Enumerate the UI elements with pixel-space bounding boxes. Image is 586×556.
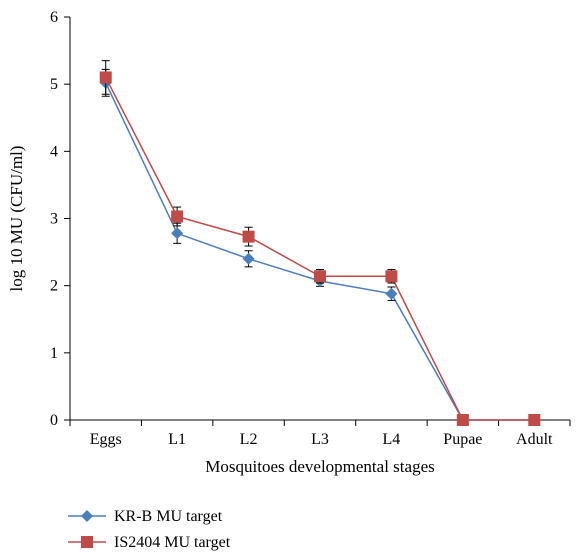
data-point [456, 414, 469, 426]
series-2 [99, 60, 541, 426]
data-point [171, 210, 184, 223]
x-tick-label: L4 [383, 431, 401, 448]
data-point [528, 414, 541, 426]
x-tick-label: Pupae [443, 431, 482, 448]
chart-series [99, 60, 541, 426]
y-tick-label: 0 [50, 412, 58, 429]
x-tick-label: Adult [516, 431, 553, 448]
y-tick-label: 4 [50, 143, 58, 160]
legend-item: IS2404 MU target [68, 534, 231, 551]
legend-marker [81, 510, 93, 522]
y-tick-label: 1 [50, 345, 58, 362]
data-point [385, 270, 398, 283]
legend-label: KR-B MU target [114, 508, 223, 525]
data-point [99, 71, 112, 84]
x-tick-label: L2 [240, 431, 258, 448]
chart-legend: KR-B MU target IS2404 MU target [68, 508, 231, 551]
legend-label: IS2404 MU target [114, 534, 231, 551]
x-tick-label: L1 [168, 431, 186, 448]
data-point [314, 270, 326, 283]
data-point [242, 252, 255, 265]
y-tick-label: 3 [50, 211, 58, 228]
data-point [242, 230, 255, 243]
x-tick-label: Eggs [90, 431, 122, 448]
legend-marker [81, 536, 93, 548]
y-axis-label: log 10 MU (CFU/ml) [7, 146, 26, 292]
chart-axes: 0 1 2 3 4 5 6 Eggs L1 L2 L3 L4 Pupae Adult [50, 9, 571, 448]
data-point [171, 227, 184, 240]
x-axis-label: Mosquitoes developmental stages [205, 457, 434, 476]
x-tick-label: L3 [311, 431, 329, 448]
series-line [105, 82, 535, 421]
y-tick-label: 5 [50, 76, 58, 93]
data-point [385, 287, 398, 300]
y-tick-label: 2 [50, 278, 58, 295]
legend-item: KR-B MU target [68, 508, 223, 525]
series-line [105, 77, 535, 421]
y-tick-label: 6 [50, 9, 58, 26]
series-1 [99, 68, 541, 426]
